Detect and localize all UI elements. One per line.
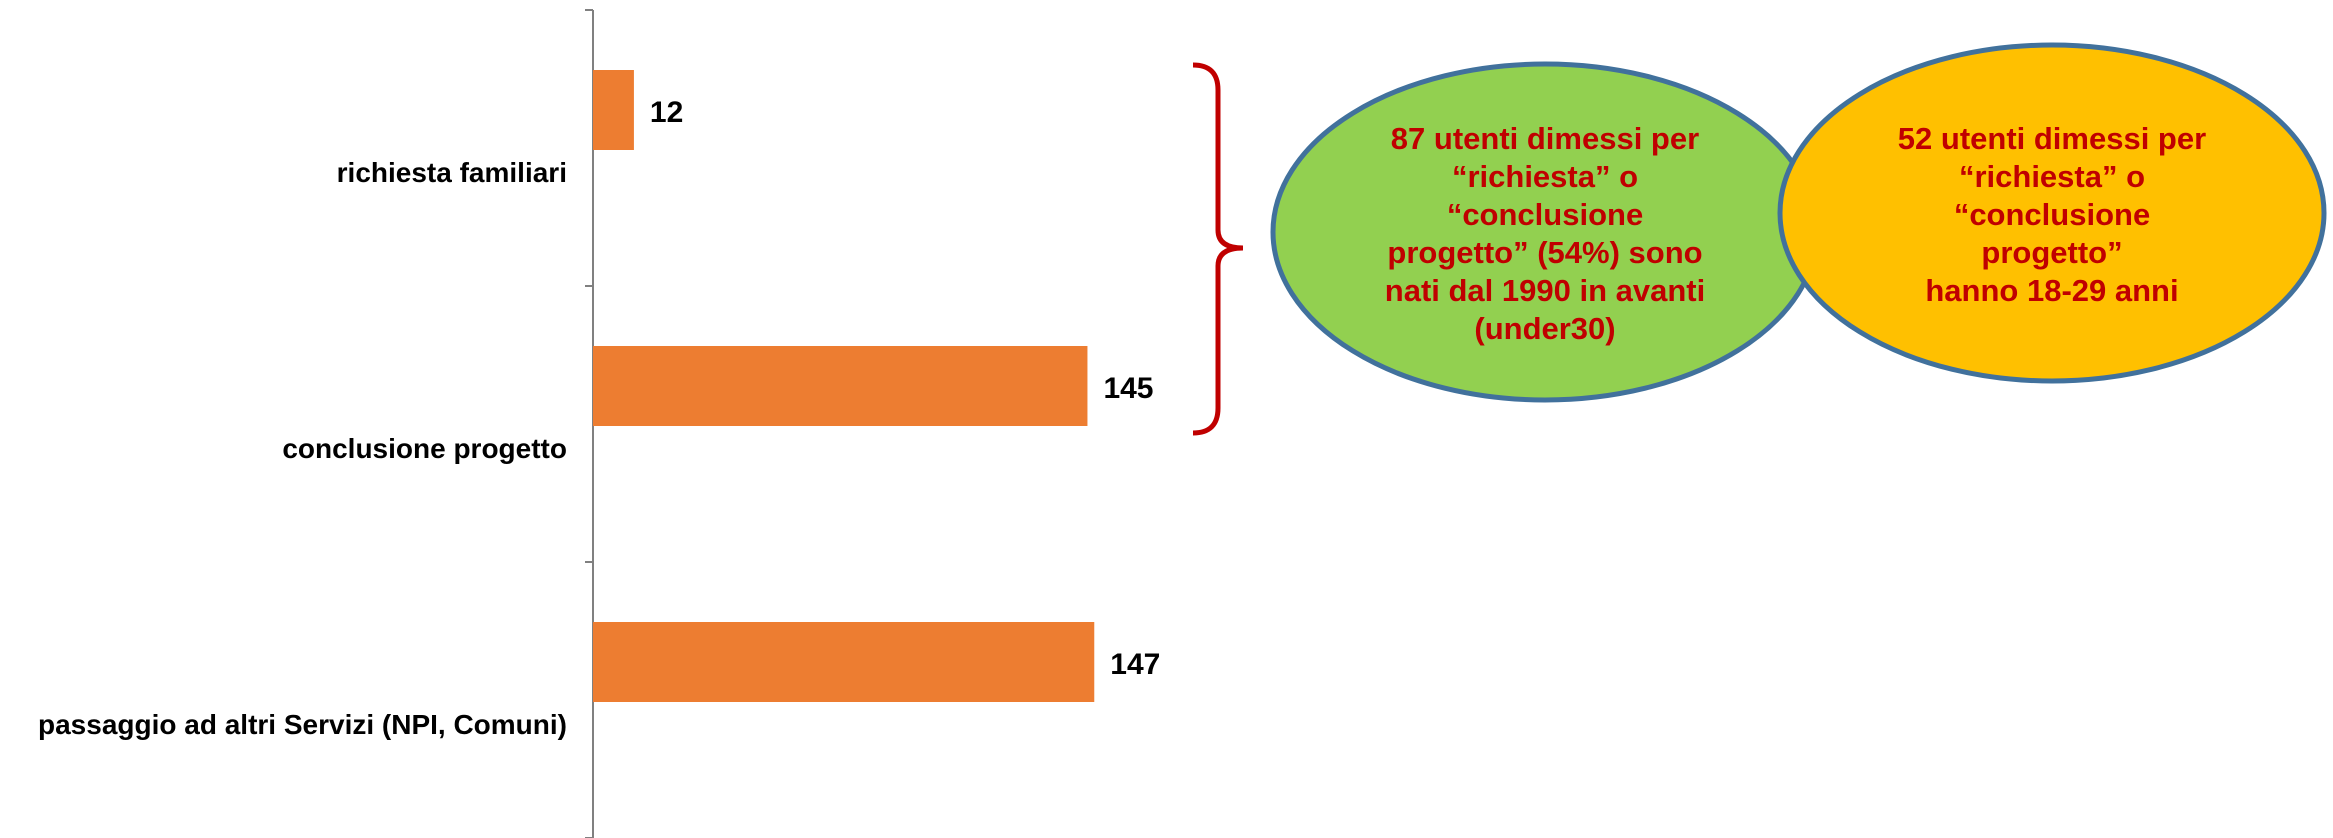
bar bbox=[593, 346, 1088, 426]
bubble-text-line: “richiesta” o bbox=[1959, 159, 2145, 194]
bubble-text-line: 52 utenti dimessi per bbox=[1898, 121, 2206, 156]
bubble-text-line: hanno 18-29 anni bbox=[1925, 273, 2178, 308]
bubble-text-line: progetto” bbox=[1981, 235, 2122, 270]
grouping-brace bbox=[1192, 62, 1244, 436]
labels: 12 richiesta familiari 145 conclusione prog… bbox=[38, 96, 1160, 740]
category-label: conclusione progetto bbox=[282, 433, 567, 464]
bubble-text-line: “conclusione bbox=[1447, 197, 1643, 232]
yellow-bubble-text: 52 utenti dimessi per “richiesta” o “concl… bbox=[1898, 121, 2206, 308]
y-axis bbox=[585, 9, 594, 838]
data-label: 147 bbox=[1110, 648, 1160, 681]
data-label: 12 bbox=[650, 96, 683, 129]
data-label: 145 bbox=[1103, 372, 1153, 405]
green-bubble bbox=[1270, 61, 1820, 403]
yellow-bubble bbox=[1777, 42, 2327, 384]
category-label: passaggio ad altri Servizi (NPI, Comuni) bbox=[38, 709, 567, 740]
bubble-text-line: “conclusione bbox=[1954, 197, 2150, 232]
bubble-text-line: (under30) bbox=[1474, 311, 1615, 346]
bar bbox=[593, 622, 1095, 702]
bubble-text-line: nati dal 1990 in avanti bbox=[1385, 273, 1705, 308]
bar bbox=[593, 70, 634, 150]
bubble-text-line: progetto” (54%) sono bbox=[1387, 235, 1702, 270]
category-label: richiesta familiari bbox=[337, 157, 567, 188]
bubble-text-line: “richiesta” o bbox=[1452, 159, 1638, 194]
green-bubble-text: 87 utenti dimessi per “richiesta” o “concl… bbox=[1385, 121, 1705, 346]
bars bbox=[593, 70, 1095, 702]
bubble-text-line: 87 utenti dimessi per bbox=[1391, 121, 1699, 156]
